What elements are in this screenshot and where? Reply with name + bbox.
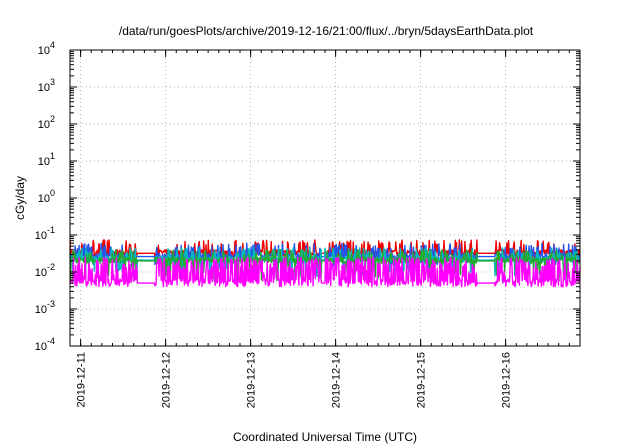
x-axis: 2019-12-11 2019-12-12 2019-12-13 2019-12-14… bbox=[69, 50, 581, 408]
y-tick-label: 10-4 bbox=[35, 336, 55, 353]
x-axis-label: Coordinated Universal Time (UTC) bbox=[233, 430, 417, 444]
y-axis: 10-4 10-3 10-2 10-1 100 101 102 103 104 bbox=[35, 40, 580, 353]
y-tick-label: 10-2 bbox=[35, 262, 55, 279]
data-series bbox=[69, 239, 581, 288]
y-tick-label: 103 bbox=[38, 77, 55, 94]
x-tick-label: 2019-12-16 bbox=[501, 352, 513, 408]
x-tick-label: 2019-12-15 bbox=[416, 352, 428, 408]
grid-lines bbox=[70, 50, 580, 346]
x-tick-label: 2019-12-14 bbox=[331, 352, 343, 408]
series-line bbox=[69, 256, 581, 288]
y-tick-label: 10-1 bbox=[35, 225, 55, 242]
y-tick-label: 10-3 bbox=[35, 299, 55, 316]
y-tick-label: 100 bbox=[38, 188, 55, 205]
x-tick-label: 2019-12-13 bbox=[246, 352, 258, 408]
x-tick-label: 2019-12-12 bbox=[161, 352, 173, 408]
y-tick-label: 101 bbox=[38, 151, 55, 168]
x-tick-label: 2019-12-11 bbox=[76, 352, 88, 407]
y-axis-label: cGy/day bbox=[13, 176, 27, 220]
y-tick-label: 102 bbox=[38, 114, 55, 131]
chart-title: /data/run/goesPlots/archive/2019-12-16/2… bbox=[119, 24, 534, 38]
y-tick-label: 104 bbox=[38, 40, 55, 57]
